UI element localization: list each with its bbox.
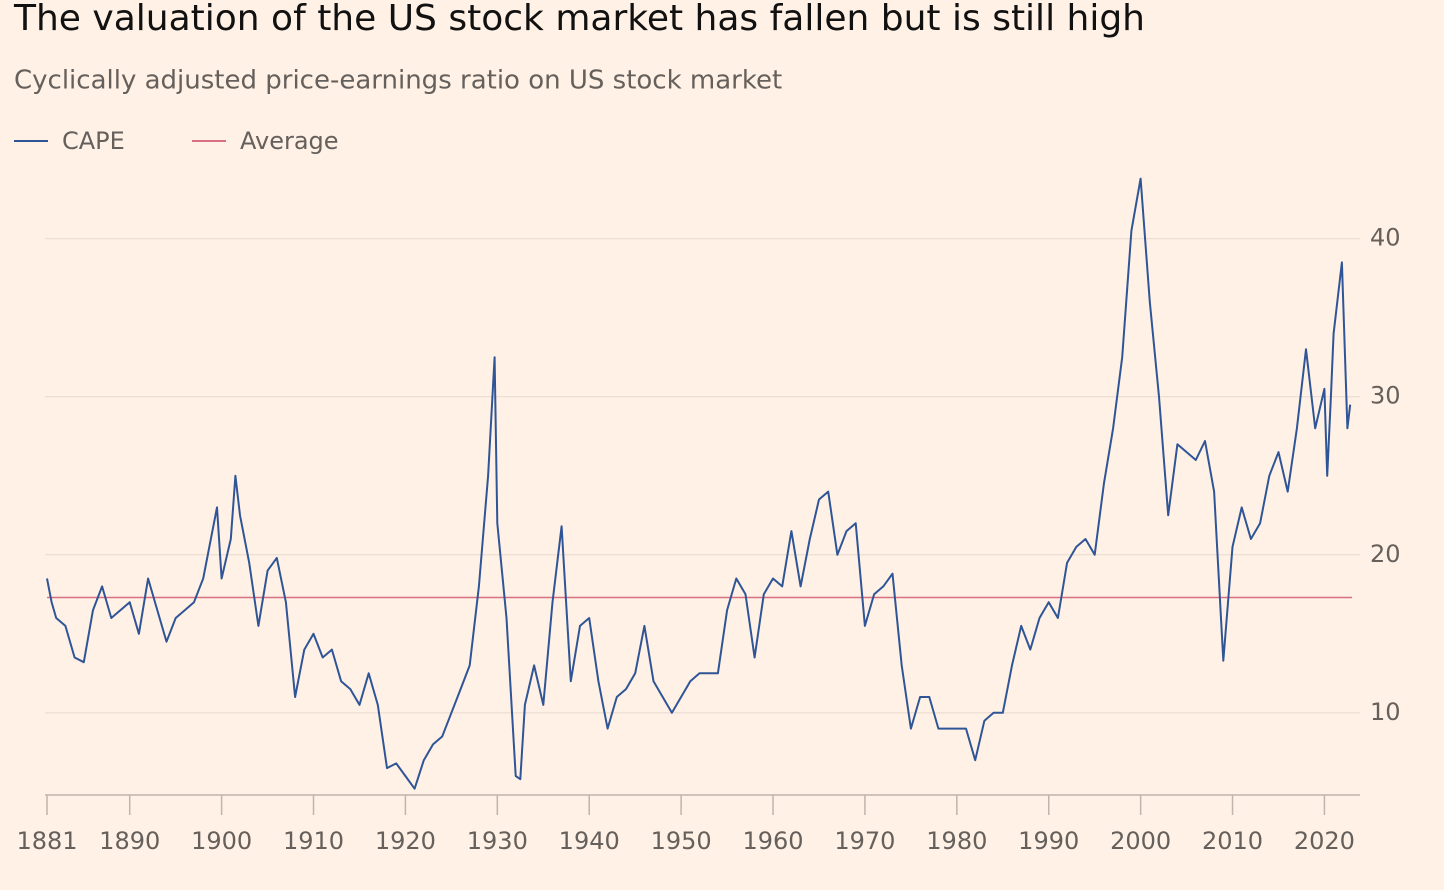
x-tick-label: 1910 [283,827,344,855]
x-tick-label: 1881 [16,827,77,855]
cape-line [46,177,1352,790]
y-tick-label: 20 [1370,540,1401,568]
x-tick-label: 2010 [1202,827,1263,855]
x-tick-label: 1920 [375,827,436,855]
x-tick-label: 1890 [99,827,160,855]
legend-label: CAPE [62,127,125,155]
x-tick-label: 1930 [467,827,528,855]
legend-label: Average [240,127,339,155]
y-tick-label: 40 [1370,224,1401,252]
chart-title: The valuation of the US stock market has… [13,0,1145,39]
x-tick-label: 1900 [191,827,252,855]
x-tick-label: 2020 [1294,827,1355,855]
chart-subtitle: Cyclically adjusted price-earnings ratio… [14,66,782,96]
y-tick-label: 30 [1370,382,1401,410]
y-tick-label: 10 [1370,698,1401,726]
x-tick-label: 1970 [834,827,895,855]
x-tick-label: 2000 [1110,827,1171,855]
x-tick-label: 1980 [926,827,987,855]
x-tick-label: 1990 [1018,827,1079,855]
x-tick-label: 1960 [742,827,803,855]
x-tick-label: 1940 [559,827,620,855]
x-tick-label: 1950 [651,827,712,855]
